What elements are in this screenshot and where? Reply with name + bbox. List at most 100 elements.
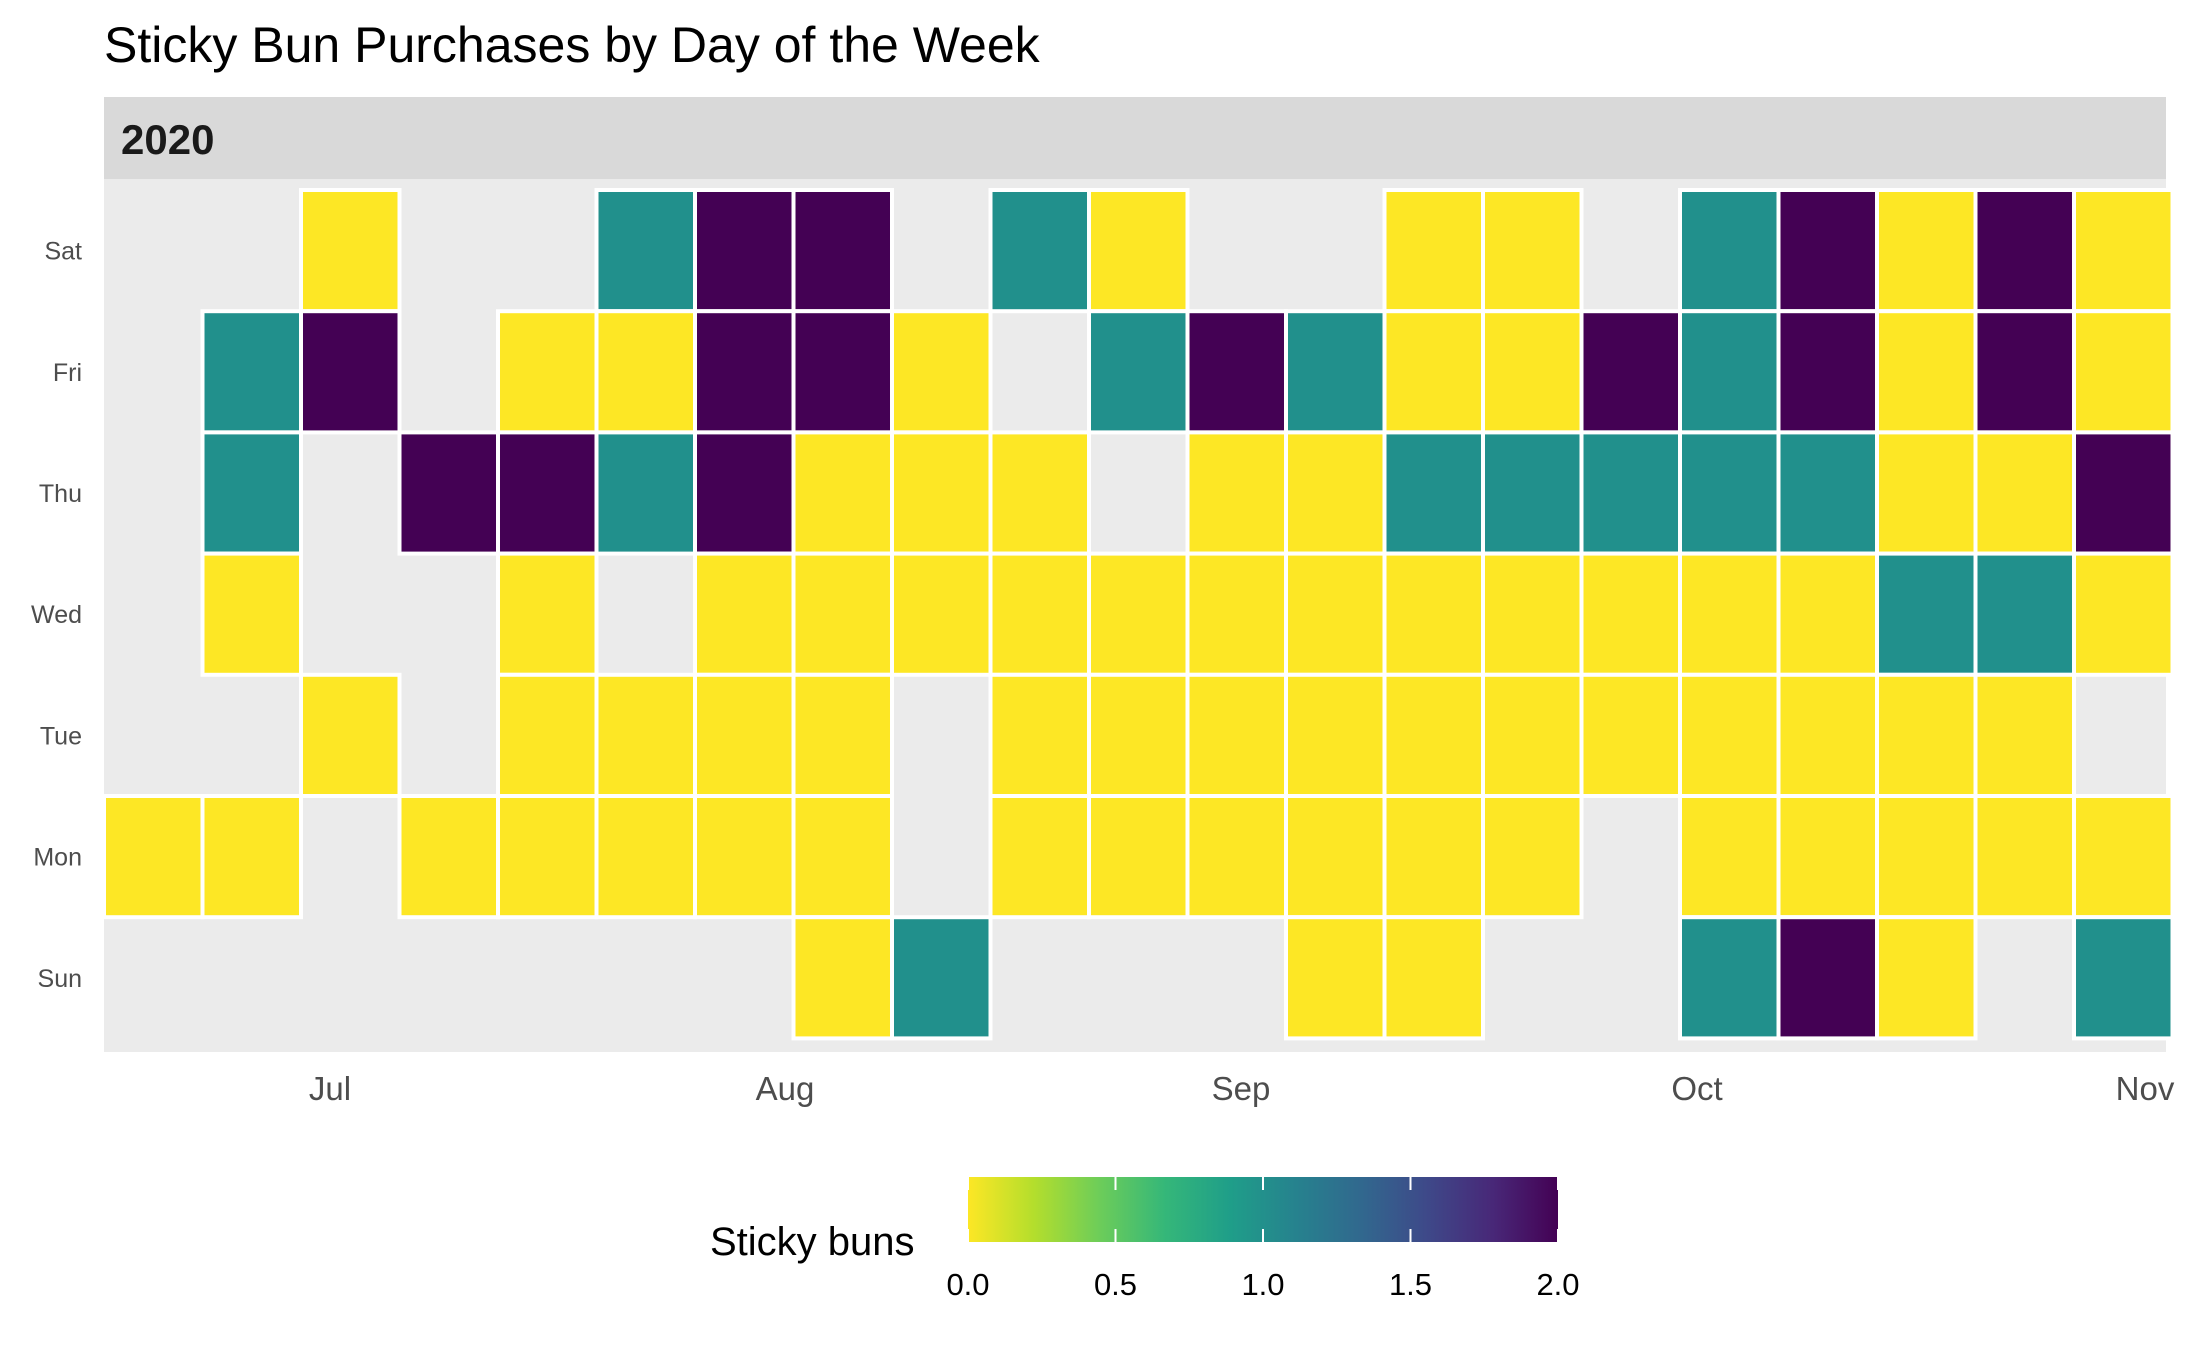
tile-wed-w17: [1776, 551, 1879, 677]
y-label-tue: Tue: [40, 722, 82, 750]
tile-thu-w7: [791, 430, 894, 556]
x-axis-labels: Jul Aug Sep Oct Nov: [309, 1070, 2175, 1107]
tile-sat-w17: [1776, 188, 1879, 314]
tile-sat-w7: [791, 188, 894, 314]
tile-wed-w18: [1875, 551, 1978, 677]
tile-mon-w6: [693, 794, 796, 920]
tile-thu-w18: [1875, 430, 1978, 556]
tile-fri-w16: [1678, 309, 1781, 435]
tile-sat-w18: [1875, 188, 1978, 314]
tile-tue-w5: [594, 672, 697, 798]
tile-sat-w6: [693, 188, 796, 314]
tile-sun-w8: [890, 915, 993, 1041]
tile-sat-w2: [299, 188, 402, 314]
tile-fri-w14: [1481, 309, 1584, 435]
tile-wed-w15: [1579, 551, 1682, 677]
tile-sat-w19: [1973, 188, 2076, 314]
legend-tick-label: 1.5: [1389, 1267, 1432, 1302]
tile-fri-w4: [496, 309, 599, 435]
x-label-aug: Aug: [756, 1070, 815, 1107]
tile-mon-w17: [1776, 794, 1879, 920]
chart-title: Sticky Bun Purchases by Day of the Week: [104, 17, 1041, 73]
tile-sat-w10: [1087, 188, 1190, 314]
tile-wed-w6: [693, 551, 796, 677]
tile-wed-w16: [1678, 551, 1781, 677]
tile-fri-w10: [1087, 309, 1190, 435]
tile-fri-w18: [1875, 309, 1978, 435]
tile-mon-w4: [496, 794, 599, 920]
tile-fri-w8: [890, 309, 993, 435]
facet-label: 2020: [121, 116, 214, 163]
tile-sat-w5: [594, 188, 697, 314]
tile-tue-w6: [693, 672, 796, 798]
tile-sat-w16: [1678, 188, 1781, 314]
tile-fri-w12: [1284, 309, 1387, 435]
tile-sun-w18: [1875, 915, 1978, 1041]
tile-wed-w19: [1973, 551, 2076, 677]
x-label-sep: Sep: [1212, 1070, 1271, 1107]
y-label-sat: Sat: [44, 238, 82, 266]
tile-sun-w17: [1776, 915, 1879, 1041]
tile-thu-w17: [1776, 430, 1879, 556]
tile-thu-w4: [496, 430, 599, 556]
tile-sat-w14: [1481, 188, 1584, 314]
y-label-thu: Thu: [39, 480, 82, 508]
tile-mon-w12: [1284, 794, 1387, 920]
tile-mon-w0: [102, 794, 205, 920]
tile-thu-w14: [1481, 430, 1584, 556]
legend-title: Sticky buns: [710, 1220, 915, 1264]
tile-tue-w11: [1185, 672, 1288, 798]
tile-thu-w15: [1579, 430, 1682, 556]
tile-thu-w6: [693, 430, 796, 556]
tile-mon-w13: [1382, 794, 1485, 920]
tile-thu-w12: [1284, 430, 1387, 556]
tile-layer: [102, 188, 2175, 1041]
tile-wed-w4: [496, 551, 599, 677]
y-label-sun: Sun: [38, 965, 82, 993]
tile-tue-w15: [1579, 672, 1682, 798]
tile-sun-w7: [791, 915, 894, 1041]
tile-tue-w10: [1087, 672, 1190, 798]
tile-tue-w16: [1678, 672, 1781, 798]
tile-mon-w18: [1875, 794, 1978, 920]
legend-tick-label: 1.0: [1241, 1267, 1284, 1302]
tile-sat-w13: [1382, 188, 1485, 314]
tile-tue-w9: [988, 672, 1091, 798]
legend-tick-label: 2.0: [1536, 1267, 1579, 1302]
tile-mon-w19: [1973, 794, 2076, 920]
y-label-mon: Mon: [33, 844, 82, 872]
y-axis-labels: Sat Fri Thu Wed Tue Mon Sun: [31, 238, 82, 993]
tile-mon-w3: [397, 794, 500, 920]
legend-tick-label: 0.0: [946, 1267, 989, 1302]
tile-tue-w14: [1481, 672, 1584, 798]
tile-fri-w6: [693, 309, 796, 435]
tile-tue-w7: [791, 672, 894, 798]
tile-mon-w10: [1087, 794, 1190, 920]
tile-mon-w1: [200, 794, 303, 920]
tile-mon-w16: [1678, 794, 1781, 920]
tile-thu-w8: [890, 430, 993, 556]
tile-thu-w20: [2072, 430, 2175, 556]
tile-thu-w11: [1185, 430, 1288, 556]
tile-thu-w19: [1973, 430, 2076, 556]
tile-fri-w13: [1382, 309, 1485, 435]
tile-wed-w10: [1087, 551, 1190, 677]
facet-strip: [104, 97, 2166, 179]
tile-sun-w13: [1382, 915, 1485, 1041]
tile-tue-w13: [1382, 672, 1485, 798]
legend-tick-label: 0.5: [1094, 1267, 1137, 1302]
tile-fri-w5: [594, 309, 697, 435]
tile-wed-w14: [1481, 551, 1584, 677]
tile-tue-w17: [1776, 672, 1879, 798]
tile-mon-w14: [1481, 794, 1584, 920]
x-label-nov: Nov: [2116, 1070, 2175, 1107]
tile-tue-w4: [496, 672, 599, 798]
tile-wed-w9: [988, 551, 1091, 677]
tile-wed-w11: [1185, 551, 1288, 677]
tile-fri-w7: [791, 309, 894, 435]
tile-fri-w20: [2072, 309, 2175, 435]
tile-mon-w7: [791, 794, 894, 920]
tile-wed-w12: [1284, 551, 1387, 677]
tile-mon-w5: [594, 794, 697, 920]
